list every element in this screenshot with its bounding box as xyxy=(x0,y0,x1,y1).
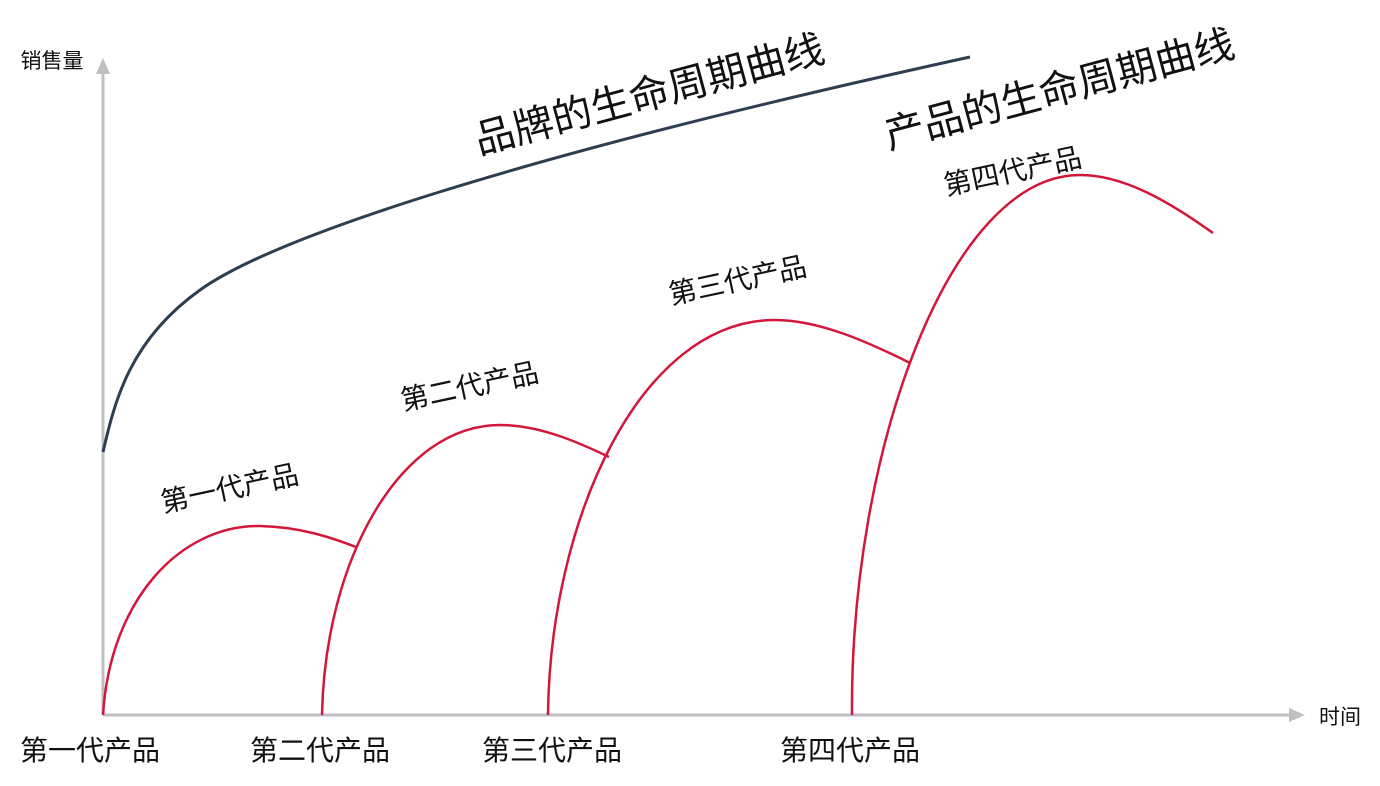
y-arrow xyxy=(96,58,110,74)
generation-curve-label: 第二代产品 xyxy=(398,356,542,417)
brand-curve xyxy=(101,55,971,453)
generation-axis-label: 第一代产品 xyxy=(20,734,160,767)
x-arrow xyxy=(1289,708,1305,722)
product-curve xyxy=(101,524,357,716)
generation-axis-label: 第二代产品 xyxy=(250,734,390,767)
generation-axis-label: 第三代产品 xyxy=(482,734,622,767)
product-curve xyxy=(850,173,1214,716)
generation-curve-label: 第四代产品 xyxy=(941,141,1085,202)
product-curve-label: 产品的生命周期曲线 xyxy=(880,21,1240,159)
generation-curve-label: 第一代产品 xyxy=(158,458,302,519)
x-label: 时间 xyxy=(1319,705,1361,729)
generation-axis-label: 第四代产品 xyxy=(780,734,920,767)
brand-curve-label: 品牌的生命周期曲线 xyxy=(470,26,830,164)
product-curve xyxy=(320,423,610,716)
product-curve xyxy=(546,318,911,716)
generation-curve-label: 第三代产品 xyxy=(666,250,810,311)
y-label: 销售量 xyxy=(21,49,84,73)
